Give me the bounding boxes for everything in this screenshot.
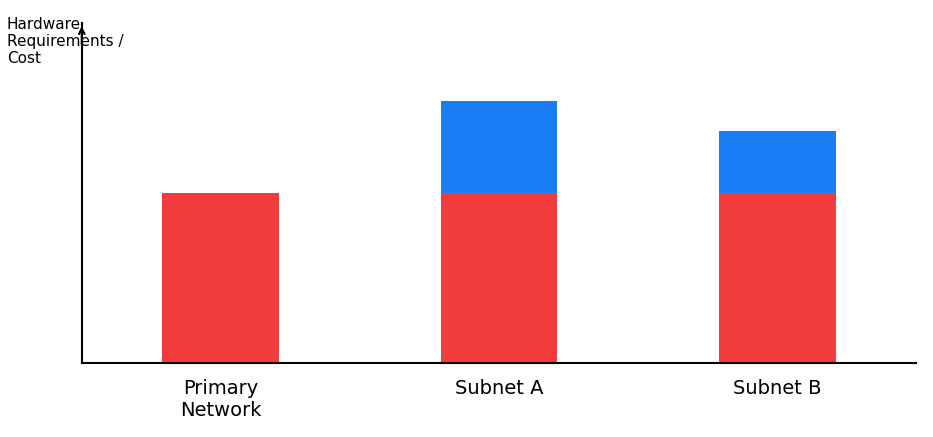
Bar — [440, 101, 557, 193]
Bar — [440, 193, 557, 363]
Bar — [718, 132, 836, 193]
Text: Hardware
Requirements /
Cost: Hardware Requirements / Cost — [7, 17, 123, 66]
Bar — [718, 193, 836, 363]
Bar — [162, 193, 279, 363]
